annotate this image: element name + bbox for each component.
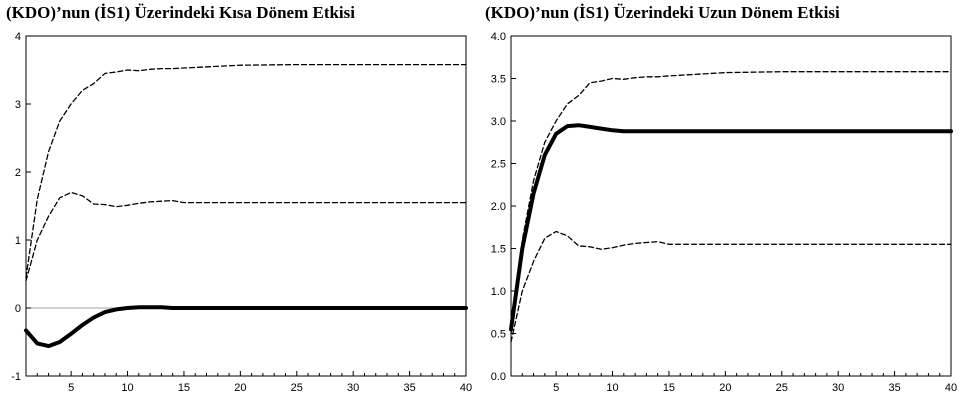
long-term-x-tick-label: 20 [719,382,731,394]
short-term-x-tick-label: 10 [121,382,133,394]
chart-short-term: -1 0 1 2 3 4 5 10 15 20 25 30 35 40 [11,31,472,394]
short-term-confidence-band-line-2 [25,191,467,282]
long-term-y-tick-label: 0.5 [491,329,506,341]
short-term-x-tick-label: 40 [460,382,472,394]
short-term-y-tick-label: 4 [15,31,21,43]
long-term-x-tick-label: 40 [945,382,957,394]
short-term-response-line [24,305,468,349]
long-term-y-tick-label: 3.0 [491,116,506,128]
long-term-x-tick-label: 30 [832,382,844,394]
short-term-x-tick-label: 15 [178,382,190,394]
chart-title-short-term: (KDO)’nun (İS1) Üzerindeki Kısa Dönem Et… [6,3,355,22]
short-term-y-tick-label: 3 [15,99,21,111]
long-term-plot-frame [510,35,952,377]
short-term-x-tick-label: 20 [234,382,246,394]
short-term-x-tick-label: 5 [68,382,74,394]
short-term-confidence-band-line-1 [25,63,467,279]
long-term-x-tick-label: 25 [776,382,788,394]
long-term-y-tick-label: 4.0 [491,31,506,43]
short-term-y-tick-label: 2 [15,167,21,179]
long-term-confidence-band-line-1 [510,71,952,335]
long-term-y-tick-label: 2.5 [491,159,506,171]
long-term-response-line [509,123,953,332]
long-term-y-tick-label: 1.0 [491,286,506,298]
long-term-x-tick-label: 15 [663,382,675,394]
long-term-x-tick-label: 10 [606,382,618,394]
short-term-x-tick-label: 35 [403,382,415,394]
long-term-y-tick-label: 3.5 [491,74,506,86]
long-term-x-tick-label: 5 [553,382,559,394]
short-term-x-tick-label: 25 [291,382,303,394]
long-term-y-tick-label: 0.0 [491,371,506,383]
long-term-confidence-band-line-2 [510,230,952,343]
short-term-x-tick-label: 30 [347,382,359,394]
chart-long-term: 0.0 0.5 1.0 1.5 2.0 2.5 3.0 3.5 4.0 5 10 15 20 25 30 35… [491,31,957,394]
short-term-plot-frame [25,35,467,377]
long-term-y-tick-label: 1.5 [491,244,506,256]
short-term-y-tick-label: 0 [15,303,21,315]
chart-title-long-term: (KDO)’nun (İS1) Üzerindeki Uzun Dönem Et… [485,3,840,22]
short-term-y-tick-label: -1 [11,371,21,383]
long-term-x-tick-label: 35 [888,382,900,394]
short-term-y-tick-label: 1 [15,235,21,247]
long-term-y-tick-label: 2.0 [491,201,506,213]
